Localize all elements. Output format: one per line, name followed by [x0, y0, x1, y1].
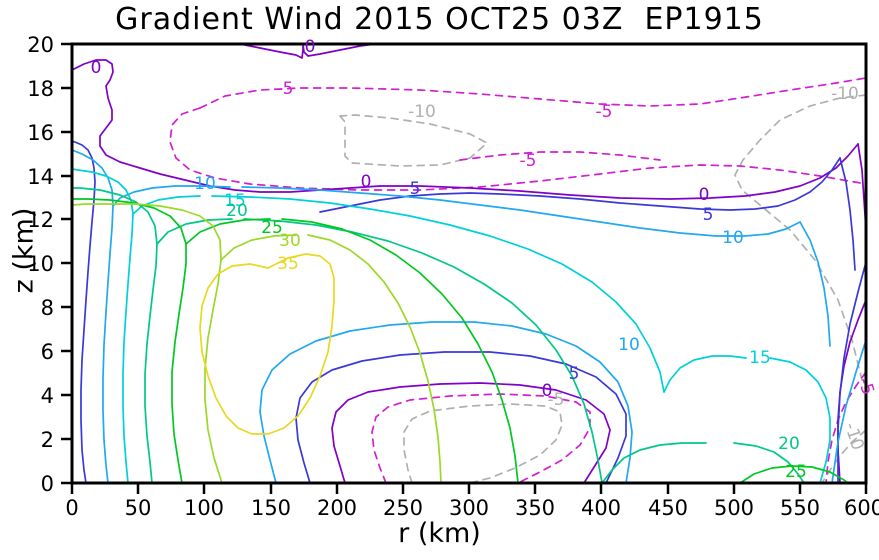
contour-level-30 — [72, 203, 442, 483]
x-axis-ticks — [70, 483, 868, 494]
contour-label: 0 — [305, 37, 316, 57]
contour-label: -10 — [840, 420, 868, 453]
contour-lines — [72, 44, 866, 483]
x-tick-label: 400 — [581, 496, 621, 520]
contour-label: 10 — [618, 335, 640, 355]
contour-label: 30 — [279, 231, 301, 251]
y-tick-label: 10 — [27, 252, 54, 276]
x-tick-label: 150 — [251, 496, 291, 520]
y-tick-label: 18 — [27, 77, 54, 101]
x-tick-label: 550 — [780, 496, 820, 520]
y-tick-label: 20 — [27, 33, 54, 57]
x-tick-label: 500 — [714, 496, 754, 520]
x-tick-label: 300 — [449, 496, 489, 520]
contour-label: 20 — [778, 434, 800, 454]
x-axis-label: r (km) — [398, 518, 481, 549]
contour-label: -5 — [520, 151, 537, 171]
contour-level-15 — [72, 168, 831, 483]
contour-label: 0 — [699, 185, 710, 205]
page-title: Gradient Wind 2015 OCT25 03Z EP1915 — [115, 2, 764, 37]
contour-label: 5 — [410, 179, 421, 199]
y-tick-label: 6 — [41, 340, 54, 364]
x-tick-label: 450 — [648, 496, 688, 520]
contour-label: -10 — [408, 102, 436, 122]
contour-label: 20 — [226, 201, 248, 221]
contour-label: -5 — [596, 102, 613, 122]
contour-label: -5 — [548, 390, 565, 410]
contour-level-25 — [72, 198, 849, 483]
contour-label: 10 — [194, 174, 216, 194]
contour-level-35 — [199, 253, 335, 435]
contour-labels: 0 0 -5 -10 -5 -5 -10 0 5 10 15 20 25 30 … — [91, 37, 878, 482]
contour-label: 5 — [569, 364, 580, 384]
y-tick-label: 4 — [41, 384, 54, 408]
x-tick-label: 600 — [844, 496, 879, 520]
x-tick-label: 200 — [317, 496, 357, 520]
y-tick-labels: 0 2 4 6 8 10 12 14 16 18 20 — [27, 33, 54, 496]
x-tick-labels: 0 50 100 150 200 250 300 350 400 450 500… — [65, 496, 879, 520]
axis-frame — [70, 42, 868, 485]
contour-label: -5 — [277, 79, 294, 99]
x-tick-label: 350 — [515, 496, 555, 520]
contour-label: -10 — [831, 84, 859, 104]
x-tick-label: 100 — [184, 496, 224, 520]
y-tick-label: 14 — [27, 165, 54, 189]
contour-label: -5 — [854, 375, 878, 397]
contour-level-5 — [72, 140, 866, 483]
x-tick-label: 50 — [125, 496, 152, 520]
contour-label: 0 — [361, 172, 372, 192]
contour-label: 0 — [91, 58, 102, 78]
contour-level-10 — [72, 149, 866, 483]
contour-label: 0 — [542, 381, 553, 401]
y-tick-label: 16 — [27, 121, 54, 145]
y-tick-label: 8 — [41, 296, 54, 320]
contour-level-0 — [72, 44, 866, 483]
contour-label: 25 — [261, 218, 283, 238]
x-tick-label: 250 — [383, 496, 423, 520]
y-tick-label: 0 — [41, 472, 54, 496]
contour-label: 15 — [224, 191, 246, 211]
contour-label: 5 — [703, 205, 714, 225]
y-axis-ticks — [61, 42, 72, 485]
contour-label: 25 — [785, 462, 807, 482]
contour-level-20 — [72, 187, 805, 483]
y-tick-label: 2 — [41, 428, 54, 452]
contour-label: 10 — [722, 228, 744, 248]
contour-label: 35 — [277, 254, 299, 274]
y-tick-label: 12 — [27, 208, 54, 232]
contour-label: 15 — [749, 348, 771, 368]
x-tick-label: 0 — [65, 496, 78, 520]
